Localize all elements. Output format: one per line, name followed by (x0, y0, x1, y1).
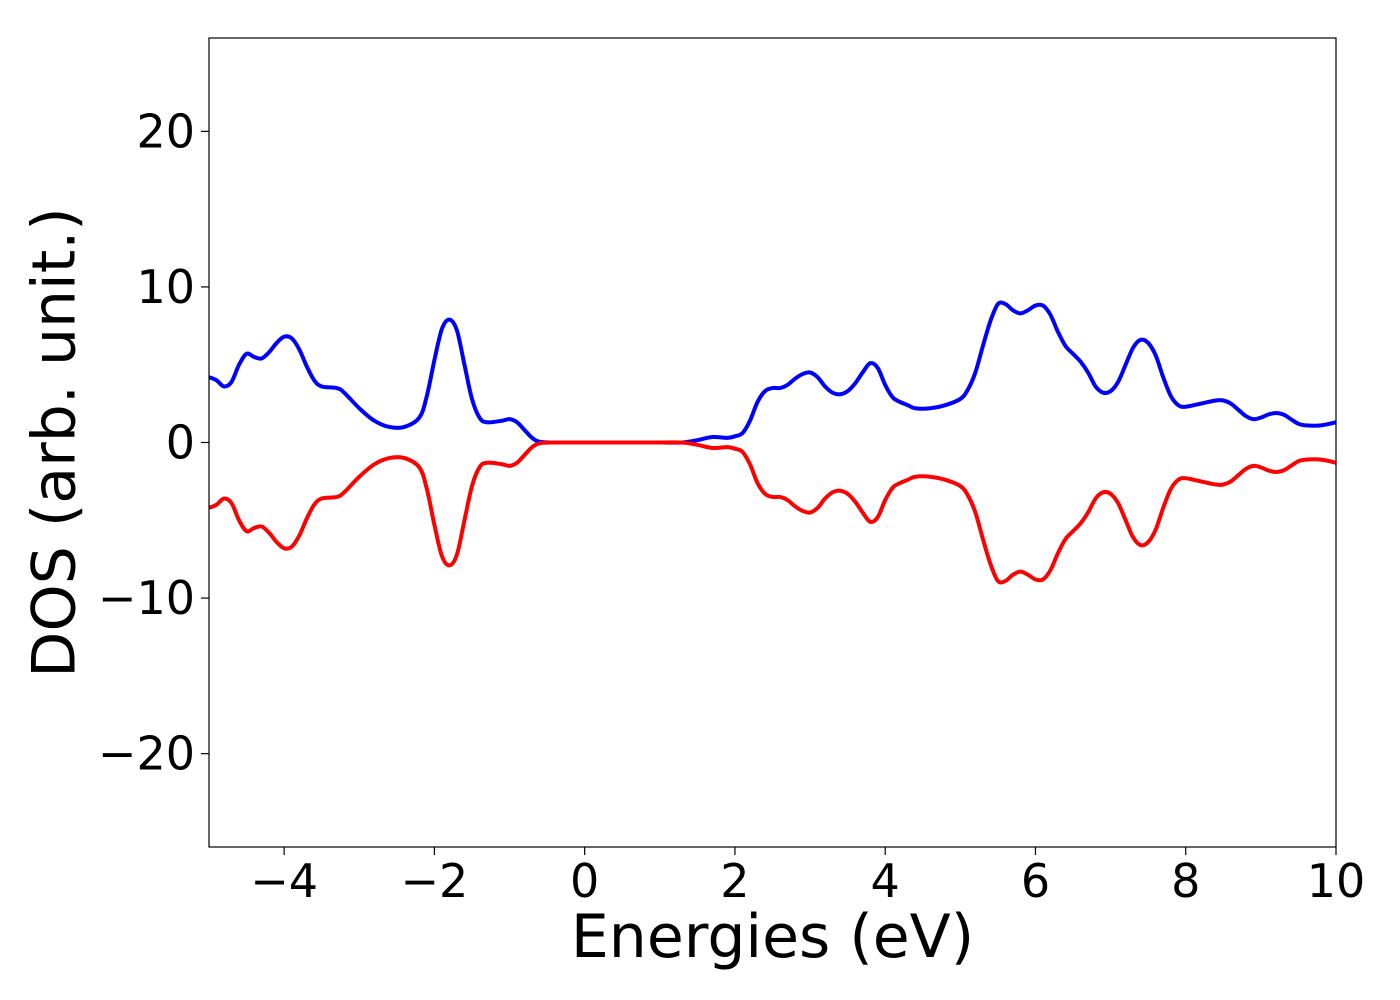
x-axis-ticks: −4 −2 0 2 4 6 8 10 (250, 847, 1365, 908)
x-tick-label: 2 (720, 854, 749, 908)
y-tick-label: −10 (98, 571, 195, 625)
x-tick-label: 0 (570, 854, 599, 908)
x-tick-label: 4 (871, 854, 900, 908)
y-tick-label: 10 (136, 260, 195, 314)
x-tick-label: −4 (250, 854, 318, 908)
x-tick-label: 10 (1307, 854, 1366, 908)
dos-line-negative (209, 440, 1336, 585)
y-axis-ticks: −20 −10 0 10 20 (98, 104, 209, 781)
series-layer (209, 300, 1336, 585)
y-tick-label: 20 (136, 104, 195, 158)
x-tick-label: 6 (1021, 854, 1050, 908)
y-tick-label: 0 (166, 416, 195, 470)
x-tick-label: −2 (400, 854, 468, 908)
y-axis-title: DOS (arb. unit.) (20, 207, 90, 677)
y-tick-label: −20 (98, 727, 195, 781)
x-tick-label: 8 (1171, 854, 1200, 908)
x-axis-title: Energies (eV) (571, 902, 974, 972)
dos-line-positive (209, 300, 1336, 445)
